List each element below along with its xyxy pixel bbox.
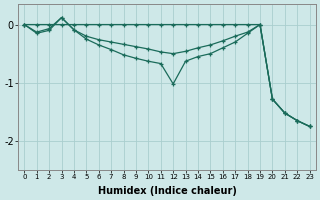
X-axis label: Humidex (Indice chaleur): Humidex (Indice chaleur) bbox=[98, 186, 236, 196]
